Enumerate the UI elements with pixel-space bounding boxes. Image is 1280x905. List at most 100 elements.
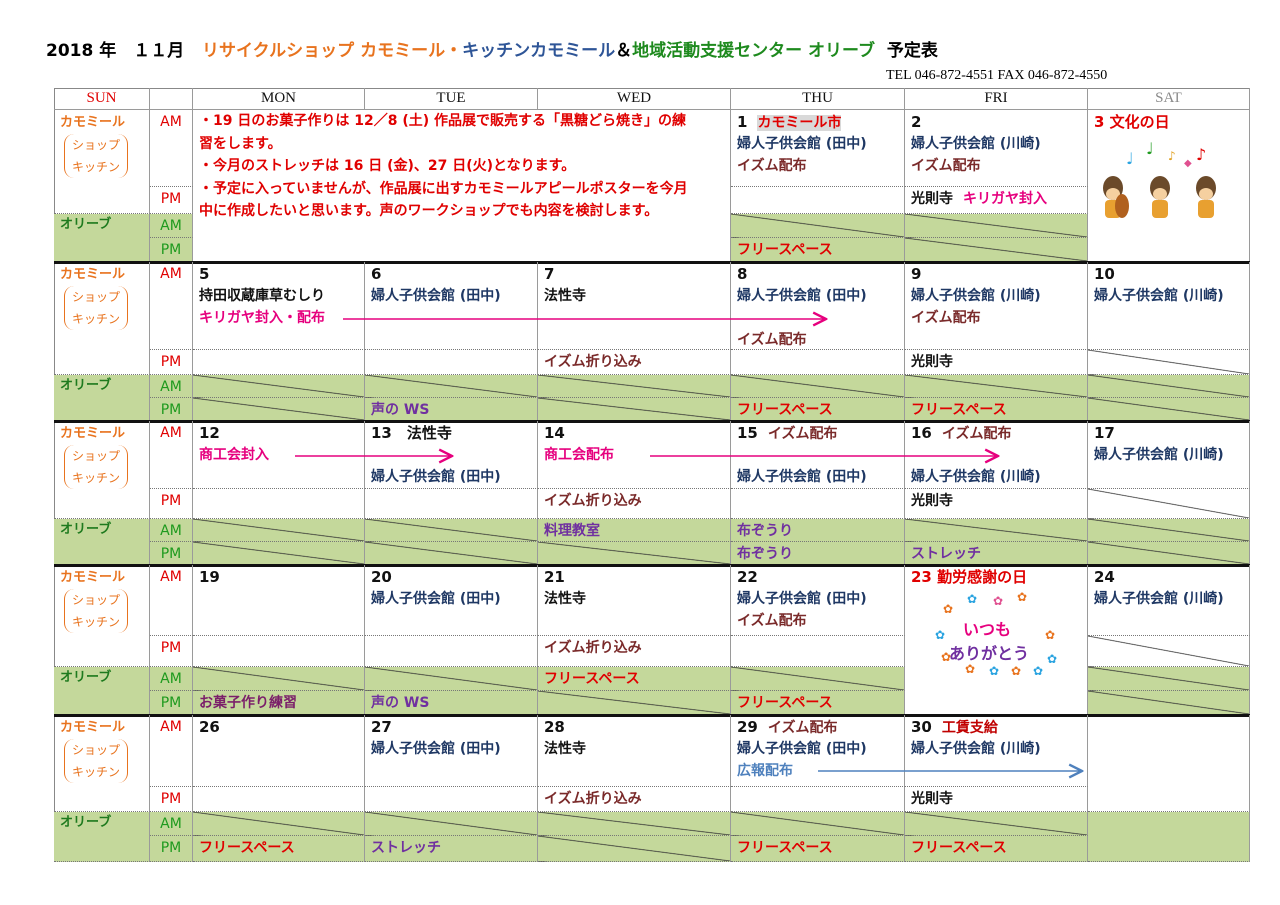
day-am-cell: 16 イズム配布婦人子供会館 (川崎) <box>905 421 1088 489</box>
day-olive-am-cell: 布ぞうり <box>731 519 905 542</box>
date-label: 28 <box>544 718 565 736</box>
event-text: 法性寺 <box>544 288 586 304</box>
event-text: 料理教室 <box>544 523 600 539</box>
svg-text:✿: ✿ <box>935 628 945 642</box>
event-text: 光則寺 <box>911 354 953 370</box>
event-text: 婦人子供会館 (川崎) <box>911 469 1041 485</box>
date-label: 6 <box>371 265 382 283</box>
event-text: キリガヤ封入・配布 <box>199 310 325 326</box>
day-olive-am-cell <box>731 375 905 398</box>
day-olive-pm-cell: フリースペース <box>731 836 905 862</box>
date-label: 19 <box>199 568 220 586</box>
day-olive-pm-cell <box>538 691 731 715</box>
day-olive-cell <box>1088 812 1250 862</box>
day-olive-am-cell: フリースペース <box>538 667 731 691</box>
cell-line: フリースペース <box>911 399 1017 421</box>
day-olive-pm-cell <box>193 542 365 565</box>
label-pm: PM <box>150 489 193 519</box>
title-kitchen: キッチンカモミール <box>462 41 616 61</box>
day-am-cell: 10 婦人子供会館 (川崎) <box>1088 262 1250 350</box>
event-text: イズム折り込み <box>544 493 642 509</box>
event-text: イズム配布 <box>737 332 807 348</box>
day-am-cell: 14 商工会配布 <box>538 421 731 489</box>
day-am-cell: 15 イズム配布 婦人子供会館 (田中) <box>731 421 905 489</box>
event-text: 婦人子供会館 (田中) <box>737 741 867 757</box>
day-am-cell: 1 カモミール市 婦人子供会館 (田中) イズム配布 <box>731 110 905 187</box>
day-pm-cell <box>1088 350 1250 375</box>
day-olive-pm-cell: ストレッチ <box>365 836 538 862</box>
svg-text:♩: ♩ <box>1126 149 1134 168</box>
day-olive-am-cell <box>1088 667 1250 691</box>
day-pm-cell <box>1088 489 1250 519</box>
event-text: イズム配布 <box>767 426 838 442</box>
cell-line: 3 文化の日 <box>1094 111 1180 134</box>
cell-line: 婦人子供会館 (田中) <box>371 588 511 610</box>
label-shop: ショップ <box>71 290 120 304</box>
label-kitchen: キッチン <box>71 765 120 779</box>
event-text: イズム折り込み <box>544 791 642 807</box>
day-am-cell: 7 法性寺 <box>538 262 731 350</box>
date-label: 26 <box>199 718 220 736</box>
day-olive-pm-cell: 布ぞうり <box>731 542 905 565</box>
label-shop-kitchen: ショップ キッチン <box>64 445 128 489</box>
cell-line: ストレッチ <box>371 837 451 859</box>
note-line: 習をします。 <box>199 135 282 152</box>
contact-info: TEL 046-872-4551 FAX 046-872-4550 <box>886 68 1108 83</box>
label-pm: PM <box>150 636 193 667</box>
event-text: 布ぞうり <box>737 546 793 562</box>
day-pm-cell <box>365 787 538 812</box>
day-olive-am-cell <box>905 214 1088 238</box>
label-am: AM <box>150 812 193 836</box>
label-shop: ショップ <box>71 449 120 463</box>
date-label: 16 <box>911 424 932 442</box>
thanks-text-2: ありがとう <box>949 644 1029 663</box>
event-text: イズム配布 <box>941 426 1012 442</box>
date-label: 7 <box>544 265 555 283</box>
day-olive-am-cell: 料理教室 <box>538 519 731 542</box>
event-text: 婦人子供会館 (田中) <box>371 469 501 485</box>
week-divider <box>54 261 1250 264</box>
cell-line: フリースペース <box>199 837 305 859</box>
label-olive-text: オリーブ <box>60 522 112 537</box>
cell-line: 料理教室 <box>544 520 610 542</box>
day-olive-am-cell <box>1088 519 1250 542</box>
header-tue: TUE <box>365 88 538 110</box>
cell-line: 15 イズム配布 <box>737 422 847 445</box>
cell-line: 婦人子供会館 (川崎) <box>911 285 1051 307</box>
label-kitchen: キッチン <box>71 471 120 485</box>
note-line: ・19 日のお菓子作りは 12／8 (土) 作品展で販売する「黒糖どら焼き」の練 <box>199 113 686 129</box>
event-text: 婦人子供会館 (川崎) <box>1094 288 1224 304</box>
cell-line: 光則寺 キリガヤ封入 <box>911 188 1057 210</box>
title-amp: ＆ <box>615 41 633 61</box>
date-label: 9 <box>911 265 922 283</box>
cell-line: 婦人子供会館 (田中) <box>737 588 877 610</box>
cell-line: 30 工賃支給 <box>911 716 1008 739</box>
cell-line: ストレッチ <box>911 543 991 565</box>
label-olive: オリーブ <box>54 214 150 262</box>
label-pm: PM <box>150 836 193 862</box>
label-pm: PM <box>150 398 193 421</box>
event-text: 婦人子供会館 (川崎) <box>911 136 1041 152</box>
cell-line: キリガヤ封入・配布 <box>199 307 335 329</box>
cell-line: フリースペース <box>544 668 650 690</box>
cell-line: 17 <box>1094 422 1125 445</box>
event-text: フリースペース <box>737 695 833 711</box>
svg-text:✿: ✿ <box>1047 652 1057 666</box>
cell-line: 23 勤労感謝の日 <box>911 566 1037 589</box>
title-year-month: 2018 年 １１月 <box>46 41 185 61</box>
label-shop: ショップ <box>71 138 120 152</box>
cell-line: 20 <box>371 566 402 589</box>
cell-line: イズム折り込み <box>544 490 652 512</box>
day-am-cell: 24 婦人子供会館 (川崎) <box>1088 565 1250 636</box>
event-text: イズム配布 <box>767 720 838 736</box>
day-olive-am-cell <box>731 214 905 238</box>
cell-line: 24 <box>1094 566 1125 589</box>
day-olive-pm-cell: フリースペース <box>731 238 905 262</box>
event-text: 声の WS <box>371 402 430 418</box>
day-pm-cell <box>731 187 905 214</box>
event-text: 工賃支給 <box>941 720 998 736</box>
day-am-cell: 5 持田収蔵庫草むしり キリガヤ封入・配布 <box>193 262 365 350</box>
cell-line: 9 <box>911 263 931 286</box>
day-pm-cell: 光則寺 キリガヤ封入 <box>905 187 1088 214</box>
cell-line: 27 <box>371 716 402 739</box>
